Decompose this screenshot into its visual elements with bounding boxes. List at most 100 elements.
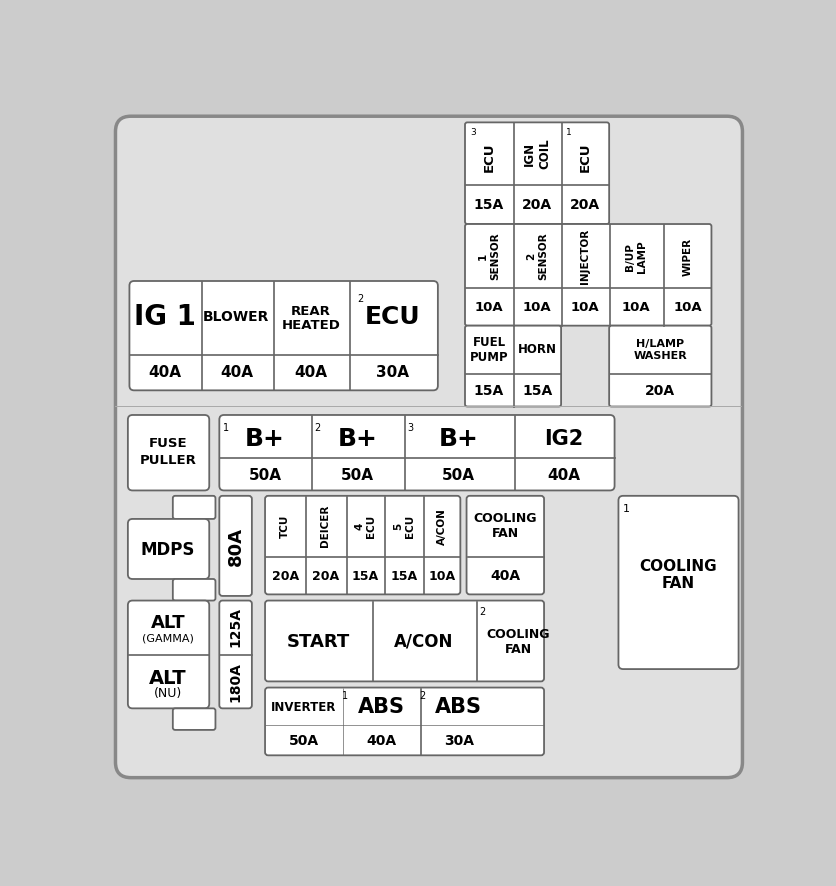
Text: ALT: ALT xyxy=(149,668,186,688)
Text: 10A: 10A xyxy=(428,569,455,582)
Text: H/LAMP
WASHER: H/LAMP WASHER xyxy=(633,338,686,360)
Text: 40A: 40A xyxy=(294,365,327,380)
FancyBboxPatch shape xyxy=(465,123,609,225)
Text: BLOWER: BLOWER xyxy=(203,310,269,324)
FancyBboxPatch shape xyxy=(618,496,737,669)
Text: FUSE: FUSE xyxy=(149,437,187,450)
Text: ECU: ECU xyxy=(364,305,421,329)
FancyBboxPatch shape xyxy=(130,282,437,391)
Text: REAR: REAR xyxy=(290,305,330,317)
Text: IG 1: IG 1 xyxy=(134,303,196,331)
Bar xyxy=(305,496,306,595)
FancyBboxPatch shape xyxy=(115,117,742,778)
FancyBboxPatch shape xyxy=(219,601,252,709)
Text: IG2: IG2 xyxy=(543,429,583,448)
Text: B+: B+ xyxy=(438,426,478,451)
Text: 15A: 15A xyxy=(473,198,503,212)
Text: 30A: 30A xyxy=(443,733,473,747)
Bar xyxy=(609,374,711,375)
Text: 10A: 10A xyxy=(474,300,502,314)
Text: MDPS: MDPS xyxy=(140,540,195,558)
Text: ECU: ECU xyxy=(578,143,591,172)
Text: (NU): (NU) xyxy=(154,687,182,700)
Text: A/CON: A/CON xyxy=(436,507,446,544)
Bar xyxy=(560,123,561,225)
Text: 2
SENSOR: 2 SENSOR xyxy=(526,232,548,280)
Bar xyxy=(465,185,609,186)
FancyBboxPatch shape xyxy=(128,519,209,579)
Bar xyxy=(345,496,346,595)
Text: 2: 2 xyxy=(419,690,425,701)
Text: 40A: 40A xyxy=(366,733,396,747)
Text: 180A: 180A xyxy=(228,662,242,702)
Text: 15A: 15A xyxy=(351,569,378,582)
Text: 4
ECU: 4 ECU xyxy=(354,514,375,537)
Bar xyxy=(130,354,437,355)
FancyBboxPatch shape xyxy=(265,688,543,756)
Text: 1
SENSOR: 1 SENSOR xyxy=(477,232,499,280)
FancyBboxPatch shape xyxy=(172,496,215,519)
Text: 80A: 80A xyxy=(227,527,244,566)
Text: TCU: TCU xyxy=(280,514,290,537)
Bar xyxy=(403,416,405,491)
Text: 10A: 10A xyxy=(522,300,551,314)
Bar xyxy=(466,556,543,557)
Text: INVERTER: INVERTER xyxy=(271,700,336,712)
Text: 1: 1 xyxy=(222,423,228,433)
Text: (GAMMA): (GAMMA) xyxy=(142,633,194,642)
Text: 1: 1 xyxy=(622,503,629,514)
Bar xyxy=(476,601,477,681)
Text: 10A: 10A xyxy=(570,300,599,314)
FancyBboxPatch shape xyxy=(172,579,215,601)
Bar xyxy=(115,407,742,408)
FancyBboxPatch shape xyxy=(128,416,209,491)
Bar xyxy=(265,725,543,726)
Bar xyxy=(513,416,514,491)
Bar xyxy=(465,288,711,289)
Text: 15A: 15A xyxy=(522,384,552,398)
Text: ABS: ABS xyxy=(435,696,482,716)
Text: 40A: 40A xyxy=(490,569,520,582)
Text: ABS: ABS xyxy=(357,696,405,716)
Text: 1: 1 xyxy=(565,128,571,137)
Text: COOLING: COOLING xyxy=(639,558,716,573)
Text: 20A: 20A xyxy=(272,569,298,582)
Text: 50A: 50A xyxy=(288,733,319,747)
Text: ECU: ECU xyxy=(482,143,495,172)
Text: WIPER: WIPER xyxy=(681,237,691,276)
Bar xyxy=(560,225,561,326)
Text: 1: 1 xyxy=(341,690,348,701)
Text: B+: B+ xyxy=(245,426,284,451)
Text: COOLING
FAN: COOLING FAN xyxy=(487,627,549,655)
Text: 20A: 20A xyxy=(645,384,675,398)
Bar xyxy=(423,496,424,595)
Text: 15A: 15A xyxy=(473,384,503,398)
Text: 50A: 50A xyxy=(248,467,281,482)
Text: 50A: 50A xyxy=(441,467,475,482)
Text: B/UP
LAMP: B/UP LAMP xyxy=(624,240,646,273)
Text: 2: 2 xyxy=(314,423,319,433)
Text: DEICER: DEICER xyxy=(320,504,330,547)
Bar xyxy=(219,458,614,459)
Text: INJECTOR: INJECTOR xyxy=(579,229,589,284)
Text: HORN: HORN xyxy=(517,343,556,356)
Text: 5
ECU: 5 ECU xyxy=(393,514,414,537)
Text: 3: 3 xyxy=(406,423,412,433)
Text: 20A: 20A xyxy=(312,569,339,582)
Text: 20A: 20A xyxy=(569,198,599,212)
Bar xyxy=(384,496,385,595)
Text: 15A: 15A xyxy=(390,569,417,582)
Text: 40A: 40A xyxy=(220,365,252,380)
FancyBboxPatch shape xyxy=(219,416,614,491)
Bar xyxy=(310,416,311,491)
Text: 2: 2 xyxy=(357,293,363,304)
FancyBboxPatch shape xyxy=(465,225,711,326)
Text: FUEL
PUMP: FUEL PUMP xyxy=(469,336,507,363)
Bar xyxy=(512,123,513,225)
Bar xyxy=(420,688,421,756)
FancyBboxPatch shape xyxy=(128,601,209,709)
Bar xyxy=(512,326,513,407)
Text: COOLING
FAN: COOLING FAN xyxy=(473,511,537,540)
Text: 10A: 10A xyxy=(621,300,650,314)
FancyBboxPatch shape xyxy=(172,709,215,730)
